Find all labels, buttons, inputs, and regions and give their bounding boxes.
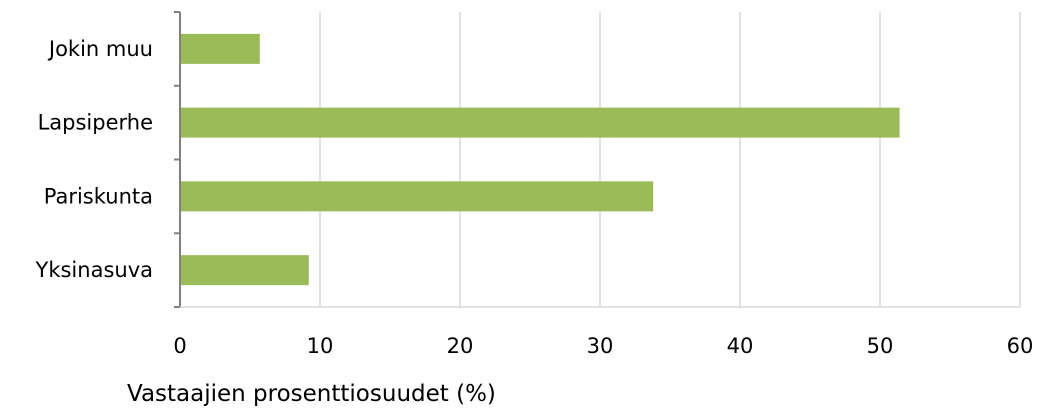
- bar: [180, 255, 309, 286]
- category-label: Pariskunta: [44, 184, 153, 208]
- category-label: Lapsiperhe: [38, 111, 153, 135]
- category-label: Jokin muu: [47, 37, 153, 61]
- x-tick-label: 20: [447, 334, 474, 358]
- x-tick-label: 50: [867, 334, 894, 358]
- bar: [180, 107, 900, 138]
- labels: 0 10 20 30 40 50 60 Jokin muu Lapsiperhe Pariskun…: [35, 37, 1034, 358]
- x-tick-label: 30: [587, 334, 614, 358]
- x-tick-label: 40: [727, 334, 754, 358]
- bars: [180, 33, 900, 286]
- x-tick-label: 10: [307, 334, 334, 358]
- bar: [180, 33, 260, 64]
- category-label: Yksinasuva: [35, 258, 154, 282]
- x-axis-title: Vastaajien prosenttiosuudet (%): [127, 381, 496, 407]
- gridlines: [319, 12, 1021, 307]
- x-tick-label: 0: [173, 334, 186, 358]
- axes: [174, 11, 1020, 308]
- x-tick-label: 60: [1007, 334, 1034, 358]
- bar: [180, 181, 654, 212]
